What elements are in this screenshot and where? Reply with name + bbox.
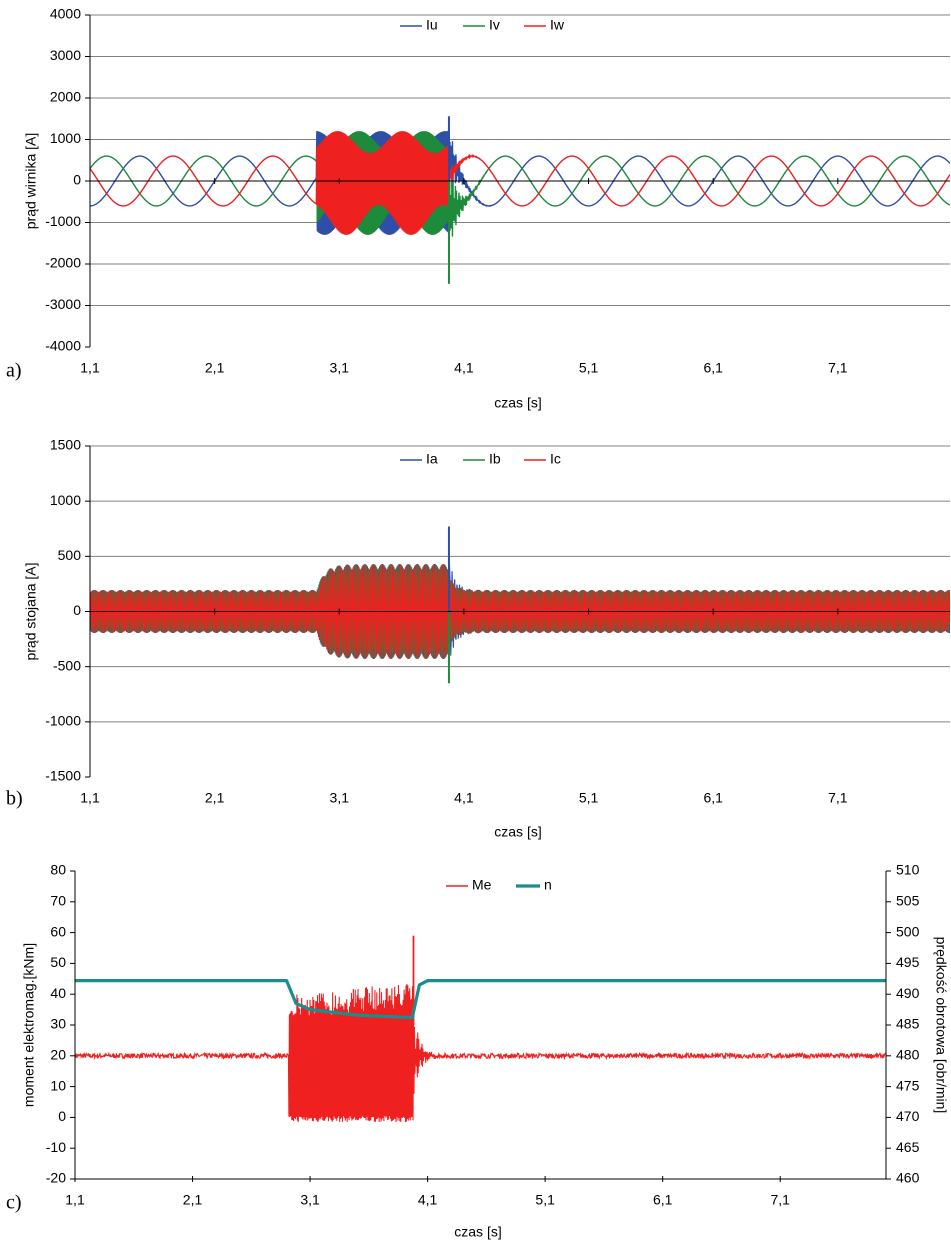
y-tick-label: 60 [50, 923, 66, 939]
series-line-Ib [90, 564, 950, 659]
x-tick-label: 5,1 [579, 790, 599, 806]
x-tick-label: 3,1 [330, 360, 350, 376]
x-tick-label: 5,1 [579, 360, 599, 376]
x-tick-label: 2,1 [205, 790, 225, 806]
y2-axis-label: prędkość obrotowa [obr/min] [933, 937, 949, 1114]
y2-tick-label: 480 [896, 1047, 920, 1063]
y-tick-label: 2000 [50, 89, 81, 105]
x-tick-label: 6,1 [703, 360, 723, 376]
x-tick-label: 1,1 [65, 1192, 85, 1208]
y-tick-label: -3000 [45, 296, 81, 312]
legend-label-Ic: Ic [550, 451, 561, 467]
y-tick-label: 30 [50, 1016, 66, 1032]
plot-area [90, 116, 950, 284]
plot-area [75, 935, 886, 1123]
x-tick-label: 4,1 [454, 360, 474, 376]
y2-tick-label: 470 [896, 1108, 920, 1124]
y-tick-label: 0 [73, 172, 81, 188]
y-tick-label: 70 [50, 893, 66, 909]
x-axis-label: czas [s] [454, 1224, 501, 1240]
y-tick-label: 50 [50, 954, 66, 970]
y-tick-label: -20 [46, 1170, 66, 1186]
y2-tick-label: 460 [896, 1170, 920, 1186]
x-axis-label: czas [s] [494, 395, 541, 411]
x-tick-label: 6,1 [653, 1192, 673, 1208]
chart-1: -4000 -3000 -2000 -1000 0 1000 2000 3000 4000 1,1… [6, 6, 950, 411]
y2-tick-label: 485 [896, 1016, 920, 1032]
y2-tick-label: 495 [896, 954, 920, 970]
legend-label-Iw: Iw [550, 17, 565, 33]
y-tick-label: 10 [50, 1077, 66, 1093]
y-tick-label: 1000 [50, 492, 81, 508]
x-tick-label: 4,1 [418, 1192, 438, 1208]
y-tick-label: 0 [73, 602, 81, 618]
y-tick-label: -4000 [45, 338, 81, 354]
legend-label-n: n [544, 877, 552, 893]
legend-label-Iu: Iu [426, 17, 438, 33]
x-tick-label: 4,1 [454, 790, 474, 806]
y-tick-label: -500 [53, 657, 81, 673]
x-tick-label: 7,1 [828, 790, 848, 806]
y-axis-label: prąd stojana [A] [23, 562, 39, 660]
x-tick-label: 7,1 [770, 1192, 790, 1208]
legend-label-Ia: Ia [426, 451, 438, 467]
y-tick-label: 80 [50, 862, 66, 878]
y-tick-label: -1000 [45, 213, 81, 229]
y-tick-label: 20 [50, 1047, 66, 1063]
x-tick-label: 3,1 [330, 790, 350, 806]
series-line-Ic [90, 564, 950, 659]
x-tick-label: 2,1 [205, 360, 225, 376]
legend-label-Iv: Iv [489, 17, 500, 33]
x-tick-label: 2,1 [183, 1192, 203, 1208]
y-tick-label: -1000 [45, 713, 81, 729]
x-tick-label: 1,1 [80, 790, 100, 806]
y-tick-label: 3000 [50, 47, 81, 63]
y2-tick-label: 465 [896, 1139, 920, 1155]
y-tick-label: 1000 [50, 130, 81, 146]
panel-label: b) [6, 788, 23, 810]
legend-label-Me: Me [472, 877, 492, 893]
y2-tick-label: 490 [896, 985, 920, 1001]
series-line-Iv [90, 131, 950, 254]
series-line-Iu [90, 123, 950, 235]
y-tick-label: 500 [58, 547, 82, 563]
y-tick-label: -10 [46, 1139, 66, 1155]
chart-3: -20 -10 0 10 20 30 40 50 60 70 80 1,1 2,1 3,1 4,1 5,1 6,… [6, 862, 949, 1240]
y-tick-label: 0 [58, 1108, 66, 1124]
panel-label: a) [6, 360, 22, 382]
y-tick-label: -2000 [45, 255, 81, 271]
x-axis-label: czas [s] [494, 824, 541, 840]
legend-label-Ib: Ib [489, 451, 501, 467]
y-tick-label: 40 [50, 985, 66, 1001]
x-tick-label: 1,1 [80, 360, 100, 376]
series-line-Iw [90, 131, 950, 235]
y-axis-label: prąd wirnika [A] [23, 133, 39, 229]
x-tick-label: 7,1 [828, 360, 848, 376]
panel-label: c) [6, 1192, 22, 1214]
y2-tick-label: 500 [896, 923, 920, 939]
y-tick-label: 4000 [50, 6, 81, 22]
x-tick-label: 3,1 [300, 1192, 320, 1208]
y-tick-label: -1500 [45, 768, 81, 784]
y-tick-label: 1500 [50, 437, 81, 453]
y2-tick-label: 510 [896, 862, 920, 878]
x-tick-label: 5,1 [535, 1192, 555, 1208]
y-axis-label: moment elektromag.[kNm] [21, 943, 37, 1107]
y2-tick-label: 475 [896, 1077, 920, 1093]
series-line-Me [75, 983, 886, 1123]
y2-tick-label: 505 [896, 893, 920, 909]
plot-area [90, 526, 950, 684]
chart-2: -1500 -1000 -500 0 500 1000 1500 1,1 2,1 3,1 4,1 5,… [6, 437, 950, 840]
series-line-n [75, 979, 886, 1020]
x-tick-label: 6,1 [703, 790, 723, 806]
